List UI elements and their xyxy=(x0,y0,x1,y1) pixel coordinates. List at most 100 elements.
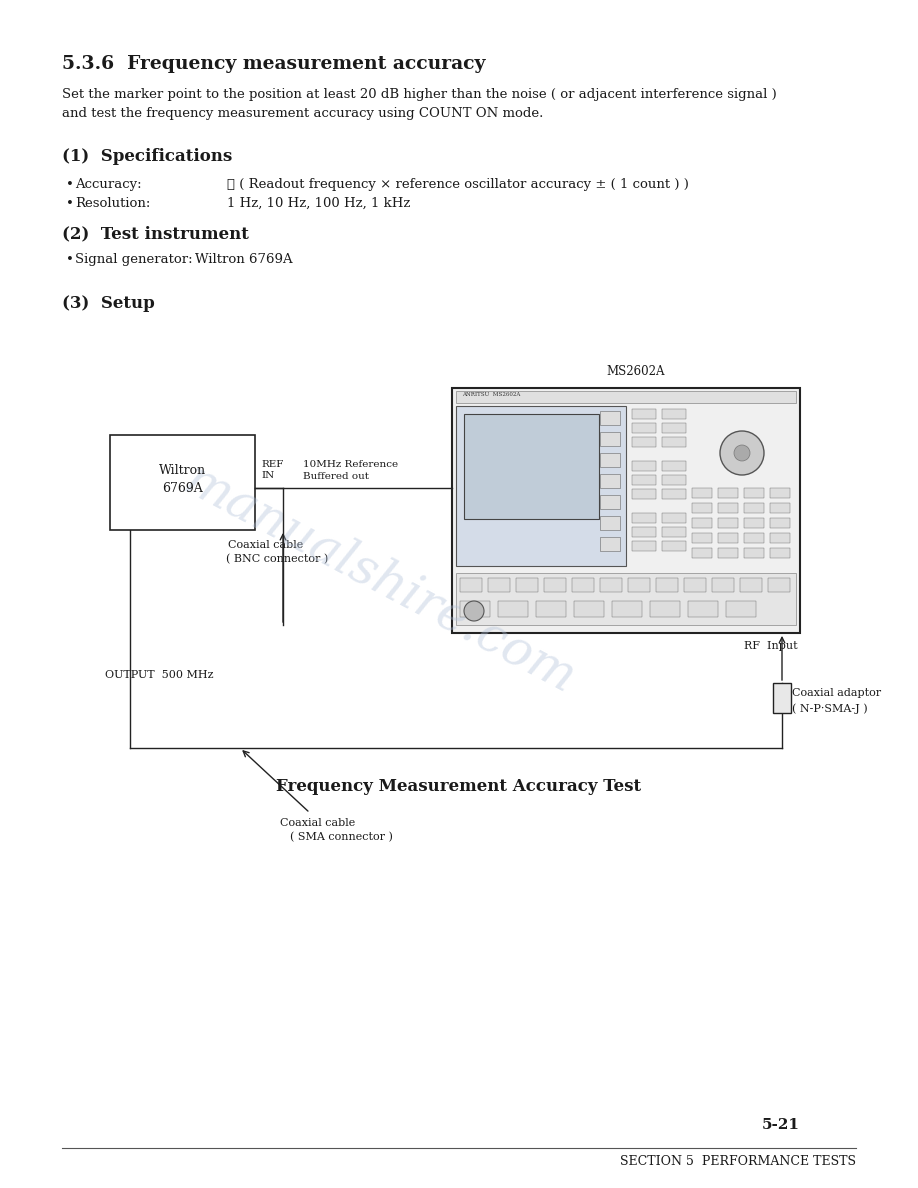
Bar xyxy=(516,579,538,592)
Bar xyxy=(632,437,656,447)
Text: ( BNC connector ): ( BNC connector ) xyxy=(226,554,329,564)
Text: •: • xyxy=(66,178,73,191)
Bar xyxy=(726,601,756,617)
Bar xyxy=(632,475,656,485)
Text: OUTPUT  500 MHz: OUTPUT 500 MHz xyxy=(105,670,214,680)
Text: manualshire.com: manualshire.com xyxy=(176,456,584,704)
Circle shape xyxy=(720,431,764,475)
Bar xyxy=(718,548,738,558)
Bar xyxy=(632,527,656,537)
Bar xyxy=(662,423,686,432)
Bar xyxy=(662,541,686,551)
Bar xyxy=(662,513,686,523)
Bar xyxy=(744,518,764,527)
Bar xyxy=(600,495,620,508)
Bar xyxy=(600,474,620,488)
Bar xyxy=(692,488,712,498)
Bar xyxy=(770,518,790,527)
Text: ≦ ( Readout frequency × reference oscillator accuracy ± ( 1 count ) ): ≦ ( Readout frequency × reference oscill… xyxy=(227,178,688,191)
Text: Resolution:: Resolution: xyxy=(75,197,151,210)
Bar xyxy=(744,488,764,498)
Bar xyxy=(718,488,738,498)
Bar xyxy=(544,579,566,592)
Bar xyxy=(600,411,620,425)
Bar xyxy=(740,579,762,592)
Text: REF: REF xyxy=(261,460,284,469)
Text: MS2602A: MS2602A xyxy=(607,365,666,378)
Bar xyxy=(692,548,712,558)
Text: IN: IN xyxy=(261,470,274,480)
Bar xyxy=(632,489,656,499)
Text: ( N-P·SMA-J ): ( N-P·SMA-J ) xyxy=(792,703,868,714)
Bar xyxy=(600,537,620,551)
Text: Coaxial adaptor: Coaxial adaptor xyxy=(792,688,881,699)
Bar xyxy=(632,461,656,470)
Text: Coaxial cable: Coaxial cable xyxy=(228,541,303,550)
Bar xyxy=(600,453,620,467)
Text: 1 Hz, 10 Hz, 100 Hz, 1 kHz: 1 Hz, 10 Hz, 100 Hz, 1 kHz xyxy=(227,197,410,210)
Bar xyxy=(498,601,528,617)
Bar xyxy=(688,601,718,617)
Text: 10MHz Reference: 10MHz Reference xyxy=(303,460,398,469)
Text: Coaxial cable: Coaxial cable xyxy=(280,819,355,828)
Text: 5.3.6  Frequency measurement accuracy: 5.3.6 Frequency measurement accuracy xyxy=(62,55,486,72)
Bar xyxy=(600,579,622,592)
Bar xyxy=(684,579,706,592)
Bar xyxy=(574,601,604,617)
Bar xyxy=(662,437,686,447)
Bar xyxy=(662,527,686,537)
Bar xyxy=(464,413,599,519)
Bar xyxy=(456,391,796,403)
Text: •: • xyxy=(66,197,73,210)
Circle shape xyxy=(734,446,750,461)
Bar xyxy=(662,475,686,485)
Bar xyxy=(692,533,712,543)
Bar xyxy=(536,601,566,617)
Text: Set the marker point to the position at least 20 dB higher than the noise ( or a: Set the marker point to the position at … xyxy=(62,88,777,120)
Bar xyxy=(662,461,686,470)
Text: Accuracy:: Accuracy: xyxy=(75,178,141,191)
Text: Signal generator:: Signal generator: xyxy=(75,253,193,266)
Bar xyxy=(452,388,800,633)
Text: Wiltron: Wiltron xyxy=(159,465,206,478)
Bar xyxy=(770,533,790,543)
Bar xyxy=(770,488,790,498)
Text: SECTION 5  PERFORMANCE TESTS: SECTION 5 PERFORMANCE TESTS xyxy=(620,1155,856,1168)
Text: RF  Input: RF Input xyxy=(744,642,798,651)
Text: (2)  Test instrument: (2) Test instrument xyxy=(62,225,249,242)
Bar xyxy=(770,548,790,558)
Text: 5-21: 5-21 xyxy=(762,1118,800,1132)
Bar xyxy=(110,435,255,530)
Bar xyxy=(600,432,620,446)
Bar xyxy=(744,533,764,543)
Bar xyxy=(628,579,650,592)
Bar xyxy=(632,423,656,432)
Bar xyxy=(744,548,764,558)
Circle shape xyxy=(464,601,484,621)
Bar xyxy=(692,503,712,513)
Bar xyxy=(744,503,764,513)
Bar xyxy=(650,601,680,617)
Text: ( SMA connector ): ( SMA connector ) xyxy=(290,832,393,842)
Bar xyxy=(456,573,796,625)
Bar xyxy=(662,489,686,499)
Bar xyxy=(572,579,594,592)
Text: 6769A: 6769A xyxy=(162,482,203,495)
Bar xyxy=(773,683,791,713)
Text: ANRITSU  MS2602A: ANRITSU MS2602A xyxy=(462,392,521,397)
Bar xyxy=(632,513,656,523)
Bar xyxy=(632,541,656,551)
Bar xyxy=(460,579,482,592)
Text: Wiltron 6769A: Wiltron 6769A xyxy=(195,253,293,266)
Bar xyxy=(632,409,656,419)
Bar xyxy=(718,533,738,543)
Bar xyxy=(718,503,738,513)
Bar xyxy=(600,516,620,530)
Bar xyxy=(768,579,790,592)
Text: (1)  Specifications: (1) Specifications xyxy=(62,148,232,165)
Bar xyxy=(488,579,510,592)
Text: Buffered out: Buffered out xyxy=(303,472,369,481)
Bar xyxy=(718,518,738,527)
Bar xyxy=(712,579,734,592)
Text: Frequency Measurement Accuracy Test: Frequency Measurement Accuracy Test xyxy=(276,778,642,795)
